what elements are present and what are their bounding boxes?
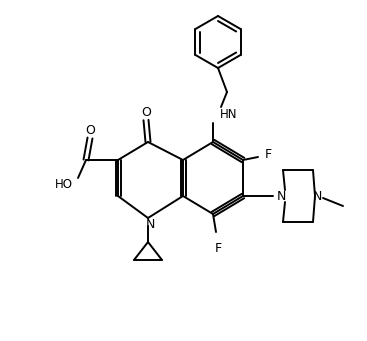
Text: F: F — [265, 148, 272, 162]
Text: HN: HN — [220, 107, 237, 120]
Text: F: F — [214, 241, 222, 254]
Text: N: N — [276, 190, 286, 203]
Text: O: O — [141, 106, 151, 119]
Text: O: O — [85, 124, 95, 137]
Text: N: N — [312, 190, 322, 203]
Text: N: N — [145, 219, 155, 232]
Text: HO: HO — [55, 178, 73, 191]
